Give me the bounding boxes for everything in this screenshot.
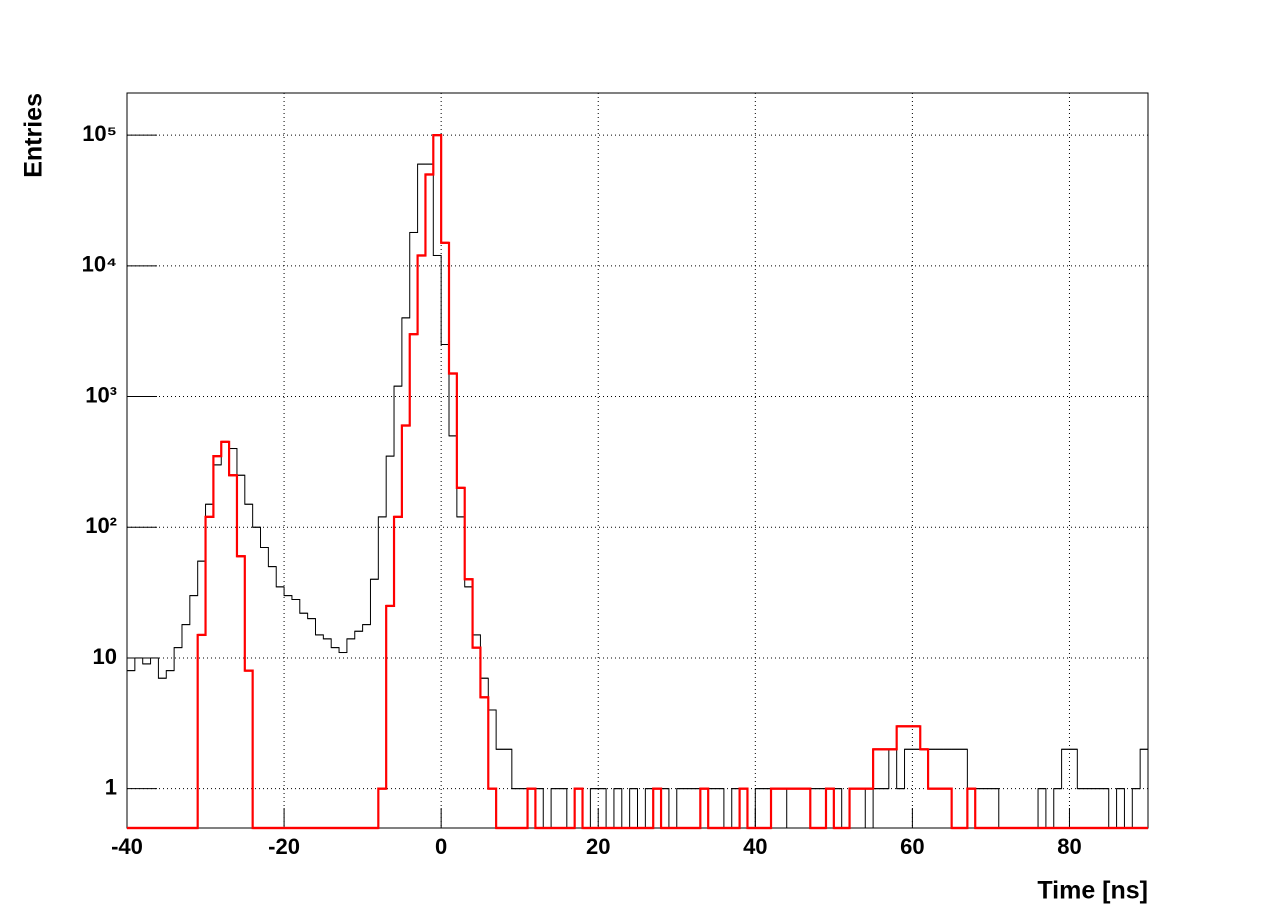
x-tick-label: -40 bbox=[111, 834, 143, 859]
x-tick-label: -20 bbox=[268, 834, 300, 859]
x-tick-label: 80 bbox=[1057, 834, 1081, 859]
y-tick-label: 10⁴ bbox=[82, 252, 117, 277]
x-tick-label: 20 bbox=[586, 834, 610, 859]
y-tick-label: 10² bbox=[85, 513, 117, 538]
x-tick-label: 0 bbox=[435, 834, 447, 859]
y-tick-label: 10³ bbox=[85, 382, 117, 407]
x-tick-label: 40 bbox=[743, 834, 767, 859]
y-axis-label: Entries bbox=[20, 93, 48, 178]
y-tick-label: 1 bbox=[105, 774, 117, 799]
y-tick-label: 10⁵ bbox=[82, 121, 117, 146]
x-axis-label: Time [ns] bbox=[1037, 877, 1148, 905]
y-tick-label: 10 bbox=[93, 644, 117, 669]
x-tick-label: 60 bbox=[900, 834, 924, 859]
